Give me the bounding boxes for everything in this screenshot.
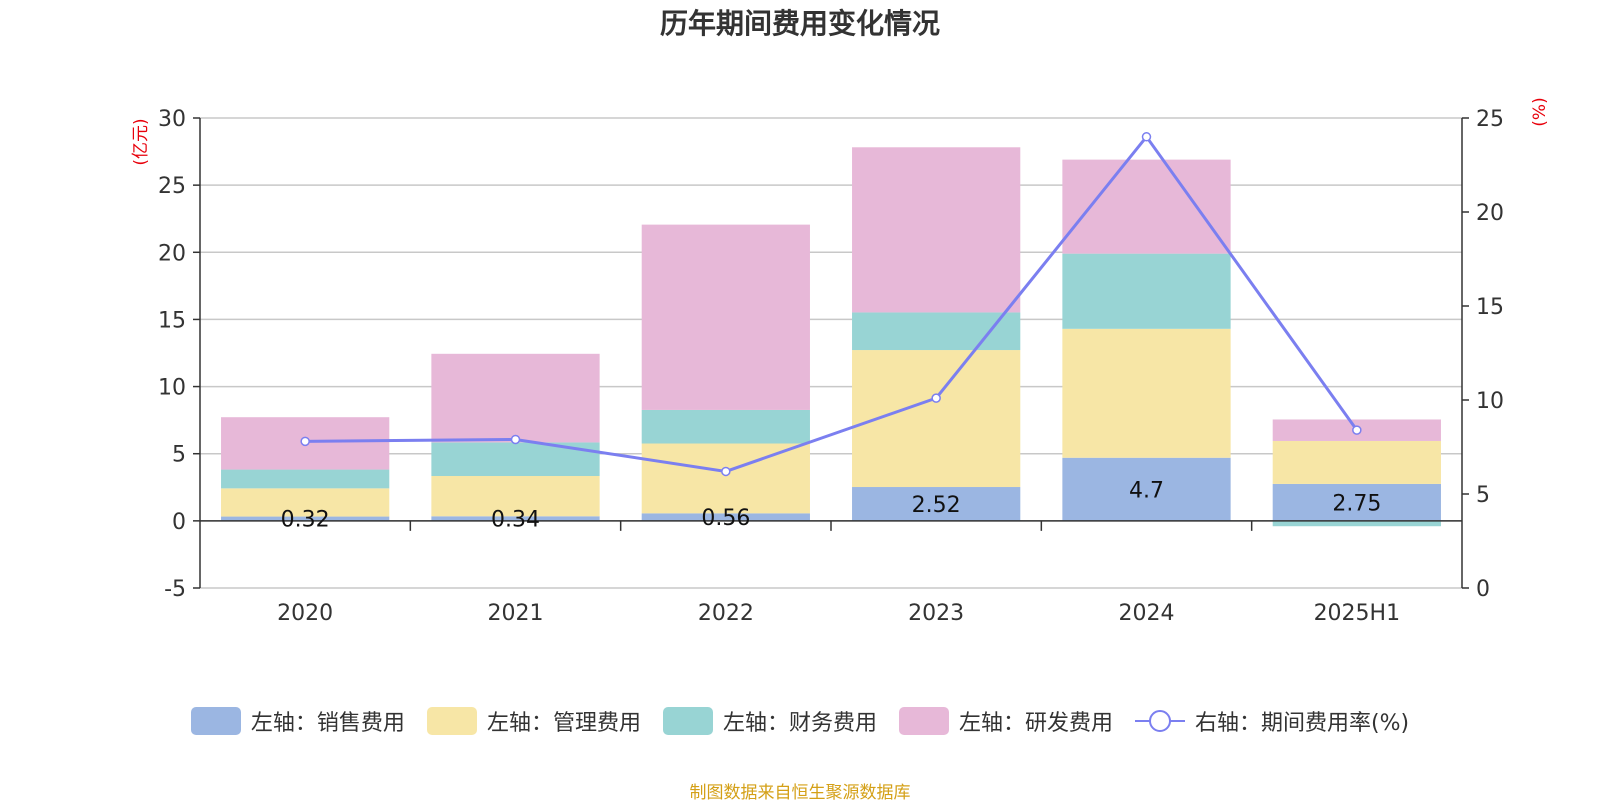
x-axis-category-label: 2021 [488,601,544,626]
legend-item-rnd[interactable]: 左轴：研发费用 [898,705,1113,737]
chart-plot: -5 0 5 10 15 20 25 30 0 5 10 15 20 25 (亿元) (%) 0.32 0.34 0… [131,97,1550,626]
chart-legend: 左轴：销售费用 左轴：管理费用 左轴：财务费用 左轴：研发费用 右轴：期间费用率… [0,705,1600,737]
bar-data-label-2022: 0.56 [701,506,750,531]
left-axis-unit-label: (亿元) [131,118,151,165]
right-axis-tick-label: 10 [1476,389,1504,414]
bar-segment-2024-1 [1062,328,1231,458]
legend-item-finance[interactable]: 左轴：财务费用 [662,705,877,737]
bar-segment-2025H1-0 [1272,483,1441,521]
data-source-note: 制图数据来自恒生聚源数据库 [689,783,911,803]
legend-label-sales: 左轴：销售费用 [250,711,405,736]
bar-segment-2020-0 [221,516,390,521]
expense-rate-point-2023 [931,393,941,403]
bar-segment-2024-2 [1062,253,1231,329]
right-axis-tick-label: 20 [1476,201,1504,226]
right-axis-unit-label: (%) [1530,97,1550,126]
legend-label-rnd: 左轴：研发费用 [958,711,1113,736]
expense-rate-point-2020 [300,436,310,447]
bar-data-label-2024: 4.7 [1129,478,1164,503]
legend-label-finance: 左轴：财务费用 [722,711,877,736]
bar-segment-2023-2 [852,312,1021,351]
chart-title: 历年期间费用变化情况 [659,7,940,40]
expense-rate-point-2024 [1141,132,1152,142]
bar-segment-2024-3 [1062,159,1231,254]
left-axis-tick-label: 25 [158,174,186,199]
bar-segment-2025H1-2 [1272,520,1441,527]
left-axis-tick-label: 0 [172,510,186,535]
expense-rate-line [305,134,1359,473]
legend-swatch-admin [426,707,477,735]
legend-line-icon [1134,710,1185,732]
bar-segment-2021-1 [431,476,600,517]
left-axis-tick-label: 5 [172,443,186,468]
legend-swatch-finance [662,707,713,735]
left-axis-tick-label: -5 [164,577,186,602]
x-axis-category-label: 2025H1 [1314,601,1401,626]
x-axis-category-label: 2020 [277,601,333,626]
left-axis-tick-label: 10 [158,376,186,401]
left-axis-tick-label: 15 [158,308,186,333]
bar-segment-2023-0 [852,487,1021,521]
right-axis-tick-label: 5 [1476,483,1490,508]
legend-item-admin[interactable]: 左轴：管理费用 [426,705,641,737]
bar-segment-2022-0 [641,513,810,521]
expense-rate-point-2025H1 [1352,425,1362,435]
bar-segment-2025H1-1 [1272,440,1441,484]
legend-swatch-sales [190,707,241,735]
bar-segment-2020-2 [221,469,390,489]
bar-segment-2020-1 [221,488,390,517]
bar-data-label-2021: 0.34 [491,508,540,533]
legend-swatch-rnd [898,707,949,735]
bar-segment-2024-0 [1062,457,1231,521]
bar-segment-2022-3 [641,224,810,410]
expense-rate-point-2022 [721,466,731,477]
legend-item-expense-rate[interactable]: 右轴：期间费用率(%) [1134,705,1410,737]
x-axis-category-label: 2022 [698,601,754,626]
expense-rate-point-2021 [510,434,521,445]
bar-segment-2021-0 [431,516,600,521]
right-axis-tick-label: 25 [1476,107,1504,132]
bar-segment-2021-3 [431,353,600,443]
x-axis-category-label: 2023 [908,601,964,626]
left-axis-tick-label: 30 [158,107,186,132]
legend-label-expense-rate: 右轴：期间费用率(%) [1194,711,1410,736]
bar-segment-2022-1 [641,443,810,514]
bar-segment-2022-2 [641,409,810,444]
legend-label-admin: 左轴：管理费用 [486,711,641,736]
right-axis-tick-label: 15 [1476,295,1504,320]
legend-item-sales[interactable]: 左轴：销售费用 [190,705,405,737]
bar-data-label-2025H1: 2.75 [1332,491,1381,516]
bar-segment-2023-3 [852,147,1021,313]
bar-data-label-2023: 2.52 [912,493,961,518]
left-axis-tick-label: 20 [158,241,186,266]
bar-data-label-2020: 0.32 [281,508,330,533]
x-axis-category-label: 2024 [1119,601,1175,626]
right-axis-tick-label: 0 [1476,577,1490,602]
